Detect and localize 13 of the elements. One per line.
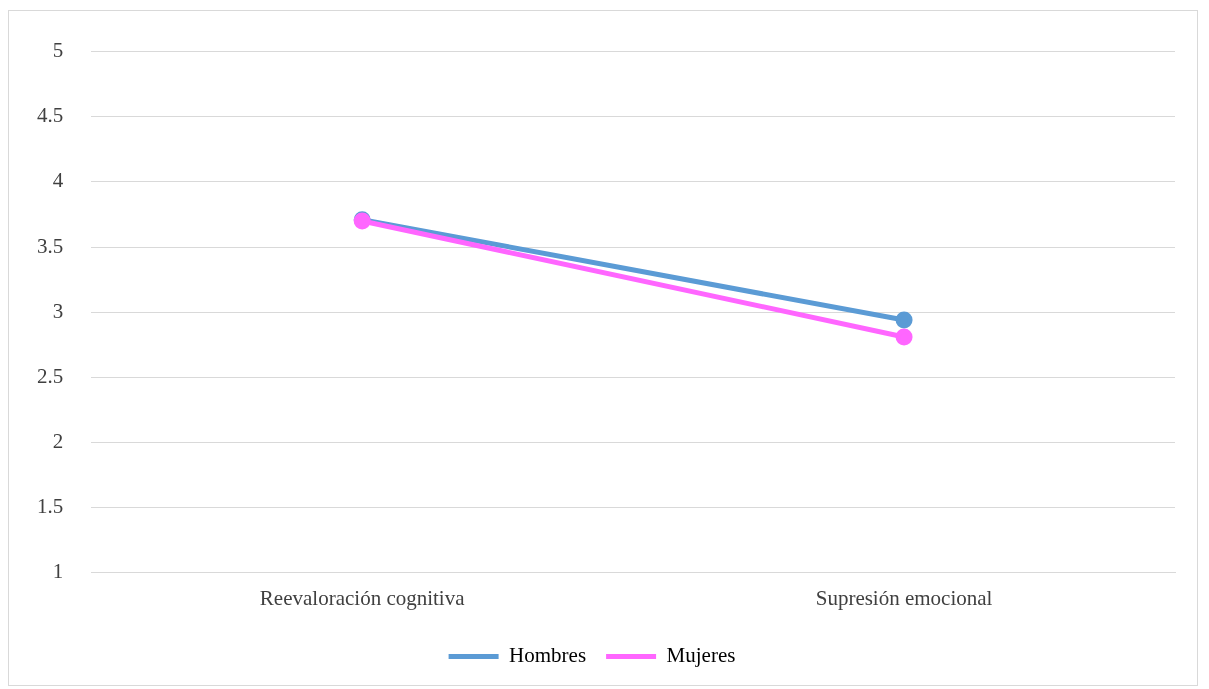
- legend-label: Hombres: [509, 643, 587, 668]
- y-tick-label: 2: [52, 429, 64, 454]
- y-tick-label: 3: [52, 298, 64, 323]
- y-tick-label: 3.5: [37, 233, 64, 258]
- y-tick-label: 4.5: [37, 103, 64, 128]
- y-tick-label: 5: [52, 38, 64, 63]
- x-tick-label: Supresión emocional: [815, 585, 993, 610]
- y-tick-label: 1.5: [37, 494, 64, 519]
- x-tick-label: Reevaloración cognitiva: [259, 585, 466, 610]
- y-tick-label: 4: [52, 168, 64, 193]
- legend-label: Mujeres: [666, 643, 736, 668]
- y-tick-label: 2.5: [37, 363, 64, 388]
- y-tick-label: 1: [52, 559, 64, 584]
